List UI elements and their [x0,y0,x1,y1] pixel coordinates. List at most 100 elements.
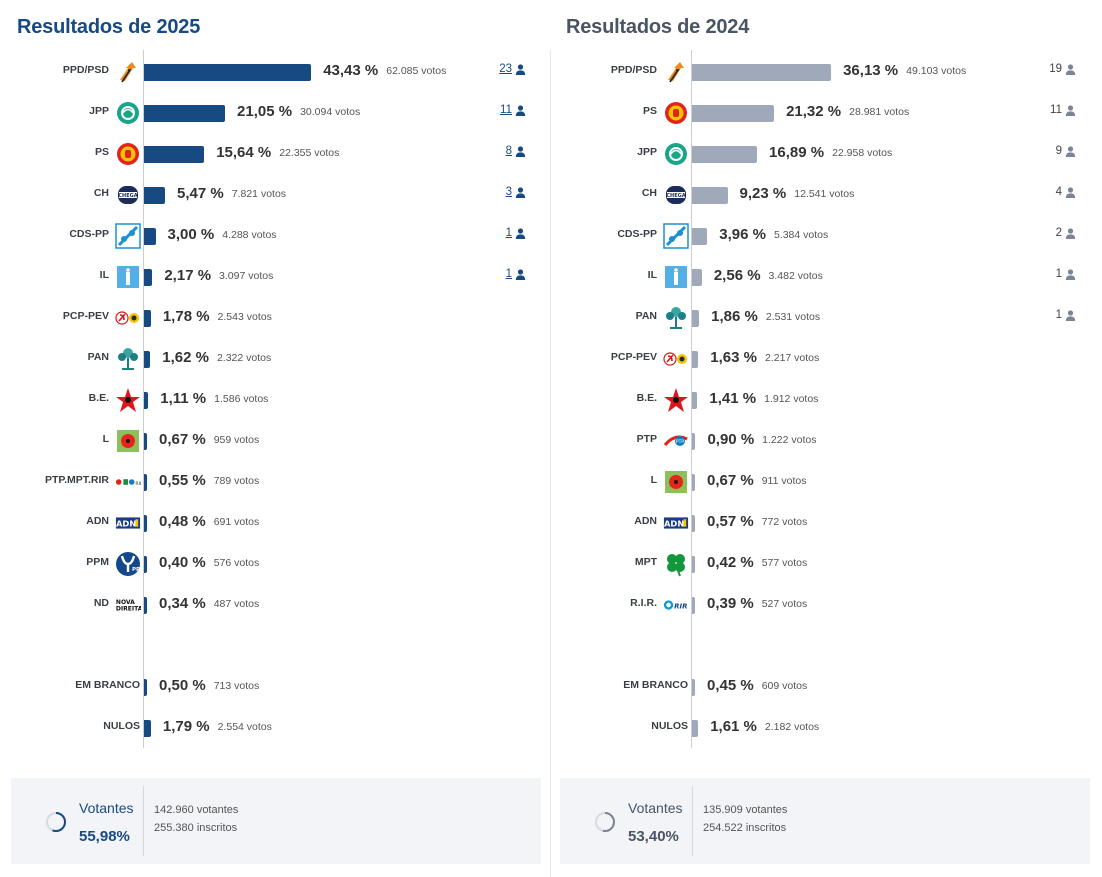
vote-bar [692,433,696,450]
votes-label: 30.094 votos [300,106,361,118]
party-name: JPP [89,105,109,117]
pcp-pev-icon [663,346,689,372]
party-name: PS [94,146,109,158]
party-name: CH [93,187,109,199]
rir-icon: RIR [663,592,689,618]
vote-bar [692,146,758,163]
party-name: PTP [636,433,657,445]
votes-label: 7.821 votos [231,188,287,200]
ps-fist-icon [115,141,141,167]
svg-text:RIR: RIR [674,603,687,611]
votes-label: 609 votos [761,680,808,692]
seats-count[interactable]: 11 [496,104,526,116]
seats-number[interactable]: 11 [500,104,512,116]
seats-number: 9 [1055,145,1062,157]
party-row: L 0,67 % 959 votos [0,420,545,461]
vote-bar [692,556,695,573]
seats-number[interactable]: 23 [499,63,512,75]
psd-arrow-icon [663,59,689,85]
seats-count: 19 [1046,63,1076,75]
vote-bar [144,146,205,163]
seats-number[interactable]: 1 [505,227,512,239]
seats-count[interactable]: 1 [496,268,526,280]
party-row: PPD/PSD 43,43 % 62.085 votos 23 [0,51,545,92]
adn-icon: ADN [115,510,141,536]
votes-label: 713 votos [213,680,260,692]
svg-text:CHEGA: CHEGA [666,193,685,199]
party-row: PAN 1,62 % 2.322 votos [0,338,545,379]
votes-label: 3.482 votos [768,270,823,282]
party-row: JPP 16,89 % 22.958 votos 9 [550,133,1095,174]
party-name: CDS-PP [69,228,109,240]
percent-label: 0,40 % [159,554,206,571]
percent-label: 43,43 % [323,62,379,79]
votes-label: 1.222 votos [762,434,817,446]
svg-text:DIREITA: DIREITA [116,606,141,613]
svg-text:ADN: ADN [116,518,136,528]
seats-number[interactable]: 8 [505,145,512,157]
seats-count: 4 [1046,186,1076,198]
party-row: PPD/PSD 36,13 % 49.103 votos 19 [550,51,1095,92]
votes-label: 5.384 votos [773,229,829,241]
party-name: PPD/PSD [610,64,657,76]
percent-label: 1,79 % [162,718,210,735]
party-name: PTP.MPT.RIR [45,474,109,486]
be-star-icon [663,387,689,413]
votes-label: 959 votos [213,434,260,446]
vote-bar [692,351,699,368]
seats-count[interactable]: 23 [496,63,526,75]
percent-label: 1,78 % [162,308,210,325]
party-name: PCP-PEV [62,310,109,322]
party-row: L 0,67 % 911 votos [550,461,1095,502]
percent-label: 2,56 % [713,267,761,284]
chart-axis [143,50,144,748]
summary-row: EM BRANCO 0,45 % 609 votos [550,666,1095,707]
seats-number[interactable]: 3 [505,186,512,198]
seats-count: 9 [1046,145,1076,157]
percent-label: 2,17 % [164,267,212,284]
vote-bar [692,679,695,696]
svg-text:PPM: PPM [132,567,141,573]
party-name: PCP-PEV [610,351,657,363]
livre-poppy-icon [663,469,689,495]
votes-label: 2.322 votos [216,352,272,364]
party-name: ADN [86,515,109,527]
results-panel-2024: Resultados de 2024 PPD/PSD 36,13 % 49.103 … [550,0,1095,877]
percent-label: 0,90 % [707,431,755,448]
svg-text:PTP: PTP [676,439,684,445]
seat-person-icon [515,186,526,198]
turnout-summary: Votantes 55,98% 142.960 votantes 255.380… [11,778,541,864]
party-name: ND [93,597,109,609]
party-name: PPD/PSD [62,64,109,76]
party-row: B.E. 1,41 % 1.912 votos [550,379,1095,420]
seats-number[interactable]: 1 [505,268,512,280]
vote-bar [692,228,708,245]
percent-label: 1,11 % [160,390,207,407]
party-name: B.E. [636,392,657,404]
vote-bar [692,720,699,737]
cds-pp-icon [115,223,141,249]
seats-number: 19 [1049,63,1062,75]
vote-bar [144,515,147,532]
votes-label: 2.217 votos [764,352,820,364]
adn-icon: ADN [663,510,689,536]
party-row: CDS-PP 3,96 % 5.384 votos 2 [550,215,1095,256]
votes-label: 691 votos [213,516,260,528]
vote-bar [144,597,147,614]
pcp-pev-icon [115,305,141,331]
seats-count[interactable]: 1 [496,227,526,239]
voters-count: 142.960 votantes [154,804,239,816]
be-star-icon [115,387,141,413]
registered-count: 255.380 inscritos [154,822,238,834]
seats-count[interactable]: 8 [496,145,526,157]
chega-icon: CHEGA [663,182,689,208]
nova-direita-icon: NOVA DIREITA [115,592,141,618]
votes-label: 527 votos [761,598,808,610]
seats-count[interactable]: 3 [496,186,526,198]
party-name: PAN [87,351,109,363]
seat-person-icon [515,227,526,239]
votes-label: 2.182 votos [764,721,820,733]
votes-label: 2.554 votos [217,721,272,733]
seats-number: 1 [1055,309,1062,321]
turnout-ring-icon [46,812,66,832]
